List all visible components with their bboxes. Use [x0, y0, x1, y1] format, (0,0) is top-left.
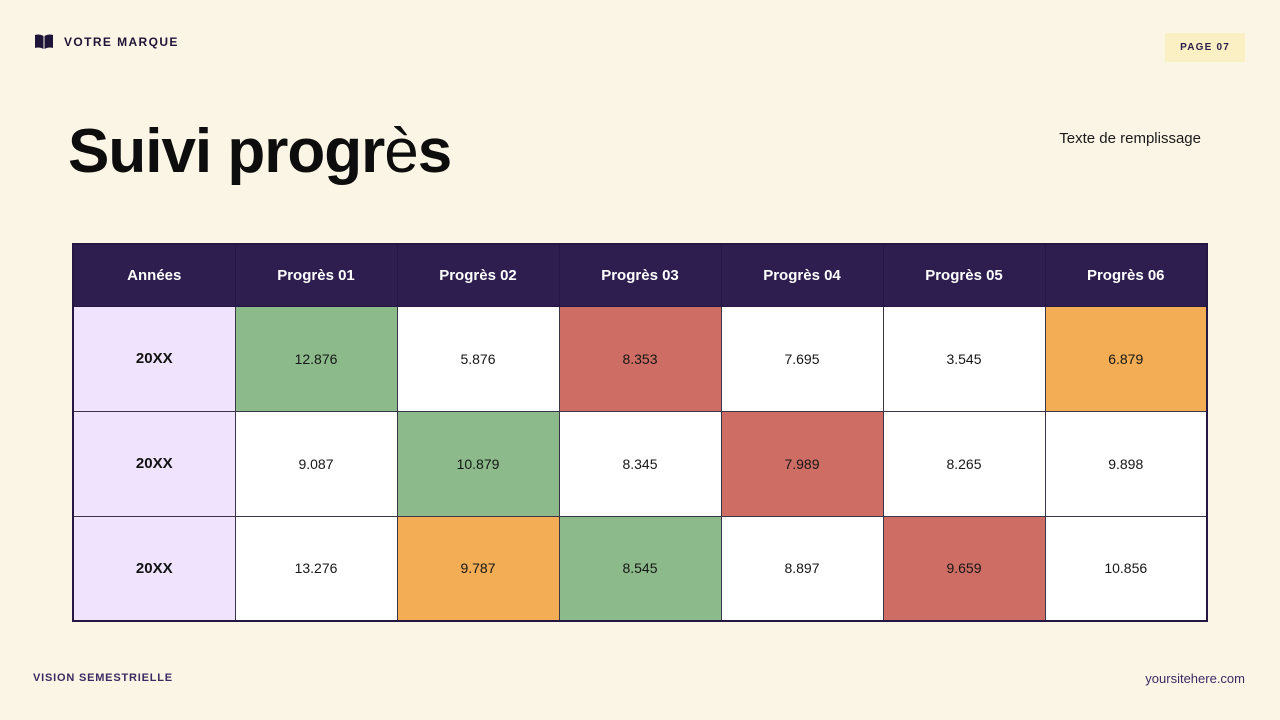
page-title: Suivi progrès [68, 117, 452, 186]
page-title-post: s [417, 117, 452, 186]
year-cell: 20XX [72, 410, 236, 517]
placeholder-text: Texte de remplissage [1059, 130, 1201, 147]
value-cell-red: 7.989 [720, 410, 884, 517]
table-row-2: 20XX 13.276 9.787 8.545 8.897 9.659 10.856 [72, 515, 1208, 622]
value-cell-red: 8.353 [558, 305, 722, 412]
value-cell: 7.695 [720, 305, 884, 412]
page-title-pre: Suivi progr [68, 117, 385, 186]
value-cell: 13.276 [234, 515, 398, 622]
page-title-accent: è [384, 117, 418, 186]
column-header-1: Progrès 01 [234, 243, 398, 307]
year-cell: 20XX [72, 515, 236, 622]
value-cell: 3.545 [882, 305, 1046, 412]
column-header-0: Années [72, 243, 236, 307]
year-cell: 20XX [72, 305, 236, 412]
value-cell: 5.876 [396, 305, 560, 412]
value-cell: 10.856 [1044, 515, 1208, 622]
column-header-4: Progrès 04 [720, 243, 884, 307]
column-header-6: Progrès 06 [1044, 243, 1208, 307]
value-cell-green: 10.879 [396, 410, 560, 517]
value-cell-orange: 9.787 [396, 515, 560, 622]
value-cell-red: 9.659 [882, 515, 1046, 622]
footer-website: yoursitehere.com [1145, 671, 1245, 686]
brand-name: VOTRE MARQUE [64, 35, 179, 49]
table-row-1: 20XX 9.087 10.879 8.345 7.989 8.265 9.898 [72, 410, 1208, 517]
column-header-3: Progrès 03 [558, 243, 722, 307]
progress-table-container: Années Progrès 01 Progrès 02 Progrès 03 Prog… [72, 243, 1208, 622]
value-cell: 8.345 [558, 410, 722, 517]
column-header-5: Progrès 05 [882, 243, 1046, 307]
footer-left-label: VISION SEMESTRIELLE [33, 672, 173, 684]
table-row-0: 20XX 12.876 5.876 8.353 7.695 3.545 6.879 [72, 305, 1208, 412]
table-header-row: Années Progrès 01 Progrès 02 Progrès 03 Prog… [72, 243, 1208, 307]
value-cell-green: 8.545 [558, 515, 722, 622]
value-cell-green: 12.876 [234, 305, 398, 412]
page-number-badge: PAGE 07 [1165, 33, 1245, 62]
value-cell-orange: 6.879 [1044, 305, 1208, 412]
progress-table: Années Progrès 01 Progrès 02 Progrès 03 Prog… [72, 243, 1208, 622]
value-cell: 9.898 [1044, 410, 1208, 517]
value-cell: 8.265 [882, 410, 1046, 517]
value-cell: 8.897 [720, 515, 884, 622]
value-cell: 9.087 [234, 410, 398, 517]
column-header-2: Progrès 02 [396, 243, 560, 307]
book-logo-icon [34, 34, 54, 50]
brand: VOTRE MARQUE [34, 34, 179, 50]
